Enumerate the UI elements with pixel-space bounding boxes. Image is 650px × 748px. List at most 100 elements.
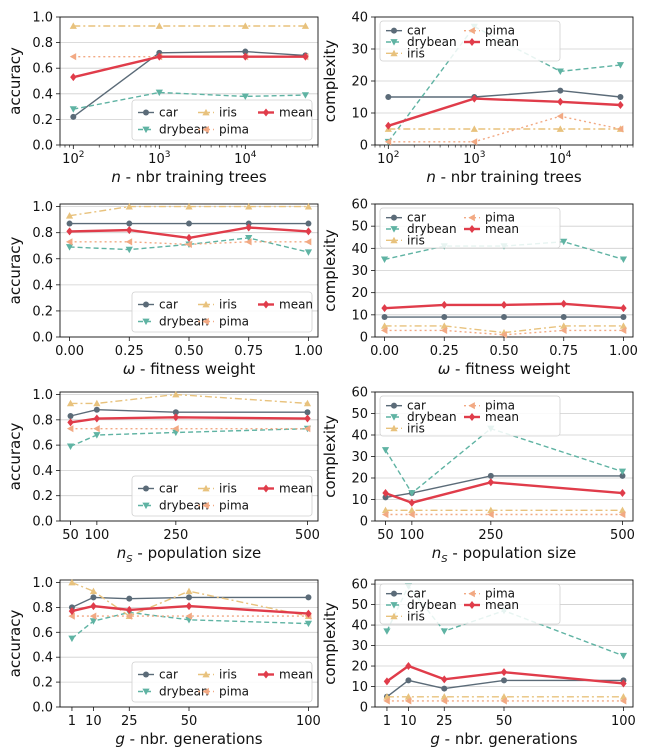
point-pima (125, 612, 133, 620)
point-iris (381, 506, 390, 514)
legend-marker (262, 300, 270, 309)
point-mean (185, 602, 193, 611)
x-tick-label: 0.50 (490, 344, 519, 359)
y-tick-label: 20 (351, 286, 368, 301)
y-tick-label: 0.4 (32, 87, 53, 102)
y-tick-label: 10 (351, 308, 368, 323)
legend-label: car (407, 211, 426, 225)
point-car (90, 594, 97, 601)
x-tick-label: 100 (399, 528, 424, 543)
y-tick-label: 50 (351, 598, 368, 613)
point-car (619, 472, 626, 479)
y-tick-label: 20 (351, 472, 368, 487)
point-mean (90, 602, 97, 611)
legend-entry-drybean: drybean (386, 222, 457, 236)
point-iris (245, 203, 253, 210)
point-drybean (301, 92, 310, 99)
x-tick-label: 1 (68, 714, 76, 729)
y-tick-label: 0.0 (32, 331, 53, 346)
line-pima (388, 115, 621, 143)
legend-entry-drybean: drybean (138, 123, 209, 137)
series-mean (68, 602, 312, 618)
x-tick-label: 104 (549, 150, 572, 167)
series-mean (385, 94, 624, 130)
legend-marker (468, 225, 476, 233)
legend-marker (202, 687, 209, 696)
point-car (66, 220, 73, 227)
point-car (381, 314, 388, 321)
y-tick-label: 30 (351, 264, 368, 279)
x-tick-label: 0.50 (175, 344, 204, 359)
x-tick-label: 1 (383, 714, 391, 729)
point-car (487, 472, 494, 479)
legend-entry-mean: mean (258, 298, 313, 312)
legend-entry-drybean: drybean (138, 685, 209, 699)
legend-label: iris (407, 233, 425, 247)
legend-label: drybean (407, 222, 457, 236)
x-tick-label: 100 (296, 714, 321, 729)
point-pima (440, 697, 448, 705)
point-drybean (616, 62, 625, 69)
point-iris (89, 587, 98, 595)
x-tick-label: 104 (234, 150, 257, 167)
subplot-7: 0.0 0.2 0.4 0.6 0.8 1.0 1 10 25 50 100 accuracy g - … (6, 576, 321, 748)
y-tick-label: 0.0 (32, 701, 53, 716)
point-iris (470, 125, 478, 132)
x-tick-label: 100 (611, 714, 636, 729)
x-tick-label: 25 (436, 714, 453, 729)
legend-label: pima (485, 399, 515, 413)
point-car (501, 677, 507, 684)
y-tick-label: 0.8 (32, 36, 53, 51)
legend-entry-iris: iris (386, 609, 425, 623)
series-pima (66, 425, 311, 433)
legend-label: drybean (159, 315, 209, 329)
legend-marker (142, 126, 150, 134)
legend-label: car (407, 24, 426, 38)
x-tick-label: 25 (121, 714, 138, 729)
subplot-2: 0 10 20 30 40 102 103 104 complexity n - nbr trai… (321, 11, 634, 186)
point-mean (242, 52, 249, 61)
y-tick-label: 0.8 (32, 413, 53, 428)
series-pima (384, 112, 624, 146)
point-mean (500, 668, 508, 677)
legend-label: drybean (407, 598, 457, 612)
x-tick-label: 100 (84, 528, 109, 543)
point-mean (557, 97, 564, 106)
legend-entry-iris: iris (198, 668, 237, 682)
legend-marker (390, 49, 398, 57)
y-tick-label: 0.8 (32, 601, 53, 616)
point-pima (303, 425, 311, 433)
point-drybean (408, 490, 416, 497)
point-iris (619, 322, 628, 329)
point-pima (619, 326, 627, 334)
point-mean (172, 413, 180, 422)
legend-marker (468, 402, 475, 410)
legend-label: pima (219, 499, 249, 513)
point-mean (68, 607, 76, 616)
x-axis-label: n - nbr training trees (426, 168, 581, 186)
point-mean (245, 223, 252, 232)
point-car (186, 594, 192, 601)
y-tick-label: 60 (351, 386, 368, 401)
point-mean (441, 675, 448, 684)
x-tick-label: 0.75 (549, 344, 578, 359)
legend-marker (202, 300, 210, 308)
x-tick-label: 1.00 (294, 344, 323, 359)
legend-entry-mean: mean (464, 35, 519, 49)
point-car (93, 406, 100, 413)
point-iris (440, 322, 448, 329)
point-drybean (619, 256, 628, 264)
legend-marker (468, 601, 476, 609)
legend-entry-mean: mean (258, 482, 313, 496)
line-drybean (69, 237, 309, 253)
point-mean (500, 300, 508, 309)
point-iris (303, 399, 312, 407)
point-pima (93, 425, 100, 433)
point-iris (408, 506, 416, 514)
x-tick-label: 50 (62, 528, 79, 543)
x-tick-label: 0.25 (115, 344, 144, 359)
x-tick-label: 50 (181, 714, 198, 729)
point-drybean (440, 628, 448, 635)
legend-label: iris (219, 482, 237, 496)
